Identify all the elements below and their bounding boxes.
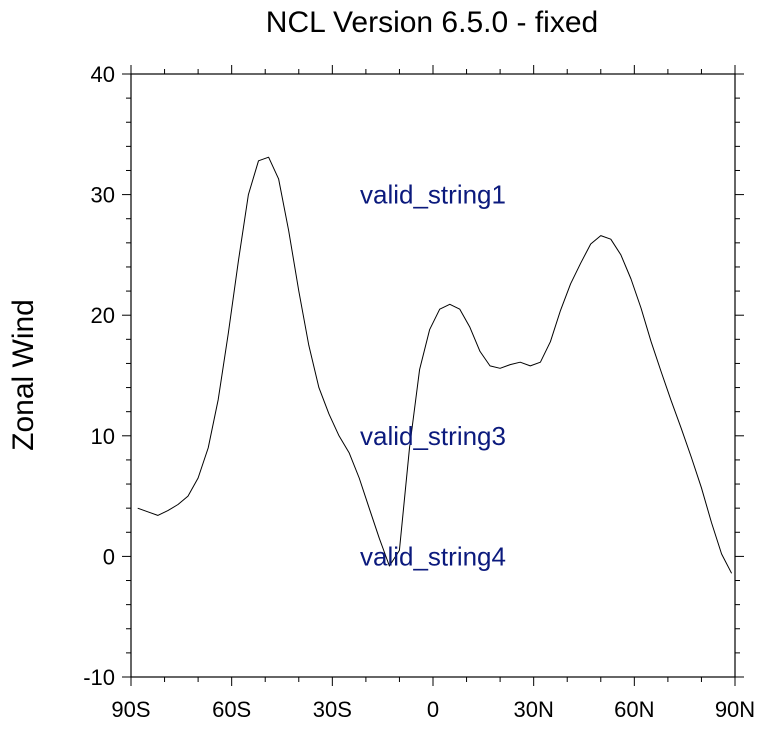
y-tick-label: -10 [83,665,115,690]
x-tick-label: 30S [313,697,352,722]
annotation-text: valid_string4 [360,541,506,571]
y-tick-label: 30 [91,183,115,208]
y-tick-label: 20 [91,303,115,328]
y-tick-label: 0 [103,544,115,569]
plot-frame [130,73,736,678]
annotation-text: valid_string3 [360,421,506,451]
axis-ticks [122,65,744,686]
y-tick-label: 40 [91,62,115,87]
series-lines [137,156,733,574]
chart-title: NCL Version 6.5.0 - fixed [266,6,598,39]
x-tick-label: 0 [427,697,439,722]
x-tick-label: 60N [614,697,654,722]
x-tick-label: 90N [715,697,755,722]
y-axis-label: Zonal Wind [7,299,40,451]
x-tick-label: 60S [212,697,251,722]
x-tick-label: 30N [513,697,553,722]
tick-labels: 90S 60S 30S 0 30N 60N 90N -10 0 10 20 30 40 [83,62,755,722]
y-tick-label: 10 [91,424,115,449]
x-tick-label: 90S [111,697,150,722]
annotations: valid_string1 valid_string3 valid_string4 [360,180,506,572]
series-line-0 [137,156,733,574]
annotation-text: valid_string1 [360,180,506,210]
